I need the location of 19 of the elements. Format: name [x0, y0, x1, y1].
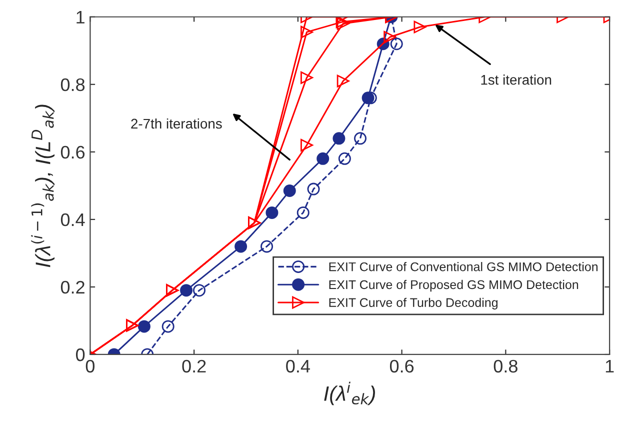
- legend-label: EXIT Curve of Conventional GS MIMO Detection: [329, 262, 598, 272]
- x-tick-label: 0.2: [182, 360, 206, 373]
- x-tick-label: 0.4: [286, 360, 310, 373]
- y-tick-label: 0: [76, 348, 85, 362]
- x-tick-label: 0.6: [390, 360, 414, 373]
- y-tick-label: 0.8: [60, 78, 85, 92]
- y-tick-label: 1: [76, 11, 84, 24]
- legend-label: EXIT Curve of Proposed GS MIMO Detection: [329, 280, 578, 292]
- legend-label: EXIT Curve of Turbo Decoding: [329, 298, 498, 310]
- y-axis-title: I(λ$^{(i−1)}$$_{ak}$), I(L$^{D}$$_{ak}$): [31, 104, 55, 268]
- x-tick-label: 0: [86, 360, 95, 373]
- y-tick-label: 0.2: [60, 280, 84, 294]
- x-tick-label: 0.8: [494, 360, 518, 373]
- x-tick-label: 1: [606, 360, 614, 372]
- annotation: 2-7th iterations: [131, 118, 222, 129]
- y-tick-label: 0.4: [60, 213, 85, 226]
- annotation: 1st iteration: [481, 74, 552, 85]
- x-axis-title: I(λ$^{i}$$_{ek}$): [324, 382, 375, 406]
- y-tick-label: 0.6: [60, 146, 85, 159]
